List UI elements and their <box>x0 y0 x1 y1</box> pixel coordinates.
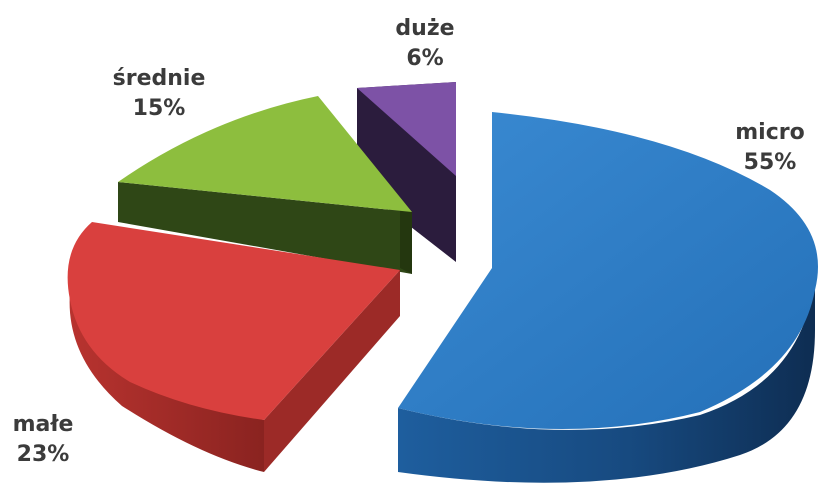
slice-male-inner-side <box>264 270 400 472</box>
slice-male <box>67 222 400 472</box>
label-duze-pct: 6% <box>406 46 444 71</box>
label-duze: duże 6% <box>370 14 480 74</box>
slice-micro-top <box>398 112 818 430</box>
label-srednie: średnie 15% <box>94 64 224 124</box>
label-male-pct: 23% <box>16 442 70 467</box>
slice-srednie <box>118 96 412 274</box>
slice-micro-side <box>398 275 815 483</box>
label-micro-name: micro <box>735 120 805 145</box>
slice-duze-top <box>357 82 456 176</box>
slice-srednie-side <box>118 182 412 274</box>
slice-srednie-top <box>118 96 412 212</box>
label-duze-name: duże <box>395 16 455 41</box>
slice-duze <box>357 82 456 262</box>
label-male-name: małe <box>12 412 74 437</box>
slice-male-side <box>69 292 264 472</box>
label-srednie-name: średnie <box>112 66 206 91</box>
slice-micro <box>398 112 818 483</box>
slice-male-top <box>67 222 400 420</box>
label-male: małe 23% <box>0 410 86 470</box>
label-micro: micro 55% <box>710 118 820 178</box>
label-micro-pct: 55% <box>743 150 797 175</box>
label-srednie-pct: 15% <box>132 96 186 121</box>
slice-srednie-side-right <box>400 210 412 274</box>
